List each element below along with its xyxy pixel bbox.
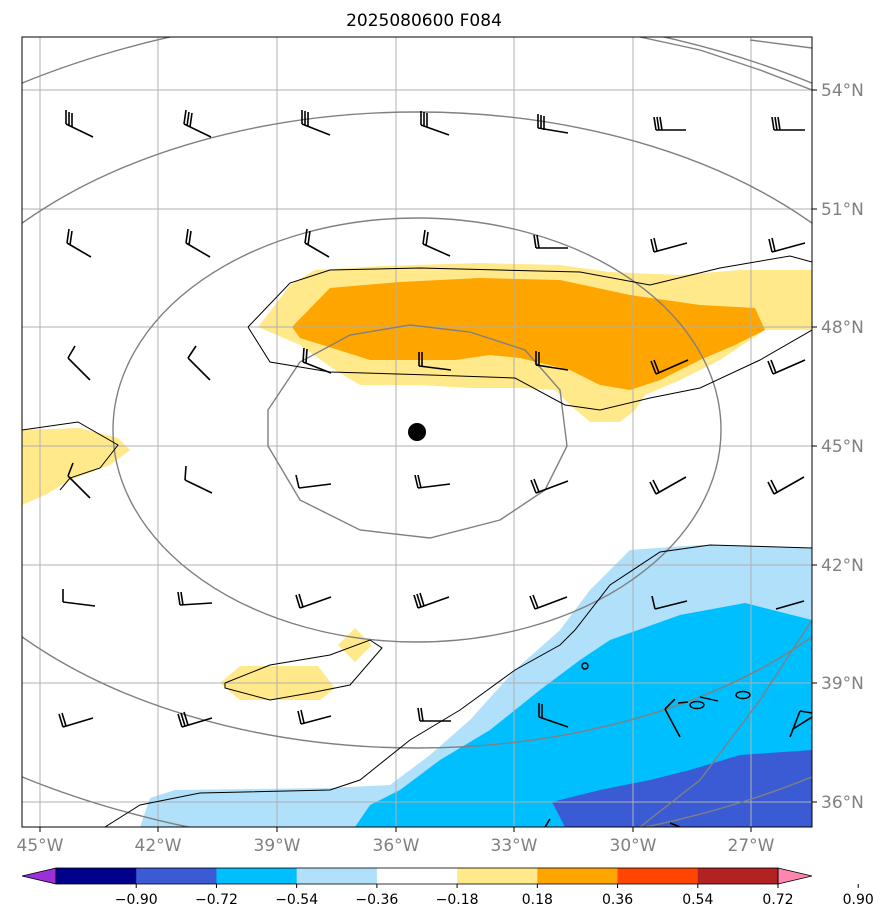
colorbar-tick-label: 0.90 xyxy=(843,892,874,908)
shade-positive-west xyxy=(22,428,130,505)
colorbar-tick-label: −0.18 xyxy=(436,892,479,908)
colorbar-segment xyxy=(56,868,137,884)
lat-label: 36°N xyxy=(821,793,864,813)
lat-label: 42°N xyxy=(821,556,864,576)
range-rings xyxy=(22,37,812,827)
colorbar-segment xyxy=(617,868,699,884)
colorbar-segment xyxy=(296,868,378,884)
lat-label: 54°N xyxy=(821,81,864,101)
colorbar-segment xyxy=(136,868,217,884)
map-frame xyxy=(21,36,813,828)
lon-label: 27°W xyxy=(728,836,775,856)
map-panel xyxy=(22,37,812,827)
latitude-labels: 54°N 51°N 48°N 45°N 42°N 39°N 36°N xyxy=(821,81,864,813)
colorbar-segment xyxy=(697,868,779,884)
colorbar-tick-label: −0.72 xyxy=(195,892,238,908)
colorbar-tick-label: 0.36 xyxy=(602,892,633,908)
storm-center-marker xyxy=(408,423,426,441)
colorbar-frame xyxy=(55,867,779,885)
colorbar-tick-label: −0.90 xyxy=(115,892,158,908)
shade-negative-dark xyxy=(552,750,812,827)
colorbar-tick-label: −0.54 xyxy=(275,892,318,908)
colorbar-extend-min xyxy=(21,867,57,885)
colorbar-extend-max xyxy=(777,867,813,885)
shade-positive-core xyxy=(292,278,765,390)
colorbar-tick-label: 0.72 xyxy=(762,892,793,908)
negative-contour-fragments xyxy=(581,662,751,710)
figure-title: 2025080600 F084 xyxy=(346,11,502,31)
lon-label: 45°W xyxy=(17,836,64,856)
lat-label: 51°N xyxy=(821,200,864,220)
lat-label: 39°N xyxy=(821,674,864,694)
colorbar-tick-label: −0.36 xyxy=(355,892,398,908)
lon-label: 33°W xyxy=(491,836,538,856)
lon-label: 39°W xyxy=(254,836,301,856)
lat-label: 48°N xyxy=(821,318,864,338)
lon-label: 30°W xyxy=(610,836,657,856)
colorbar-segment xyxy=(216,868,298,884)
x-tick-marks xyxy=(39,827,752,832)
colorbar-tick-label: 0.18 xyxy=(522,892,553,908)
colorbar: −0.90 −0.72 −0.54 −0.36 −0.18 0.18 0.36 0.54 0.7… xyxy=(21,867,874,908)
y-tick-marks xyxy=(812,89,817,803)
lon-label: 36°W xyxy=(373,836,420,856)
colorbar-segment xyxy=(537,868,619,884)
lon-label: 42°W xyxy=(135,836,182,856)
wind-barbs xyxy=(58,109,812,827)
longitude-labels: 45°W 42°W 39°W 36°W 33°W 30°W 27°W xyxy=(17,836,775,856)
colorbar-segment xyxy=(457,868,538,884)
colorbar-segment xyxy=(376,868,458,884)
lat-label: 45°N xyxy=(821,437,864,457)
contour-lines xyxy=(22,255,812,827)
graticule xyxy=(22,37,812,827)
colorbar-tick-label: 0.54 xyxy=(682,892,713,908)
